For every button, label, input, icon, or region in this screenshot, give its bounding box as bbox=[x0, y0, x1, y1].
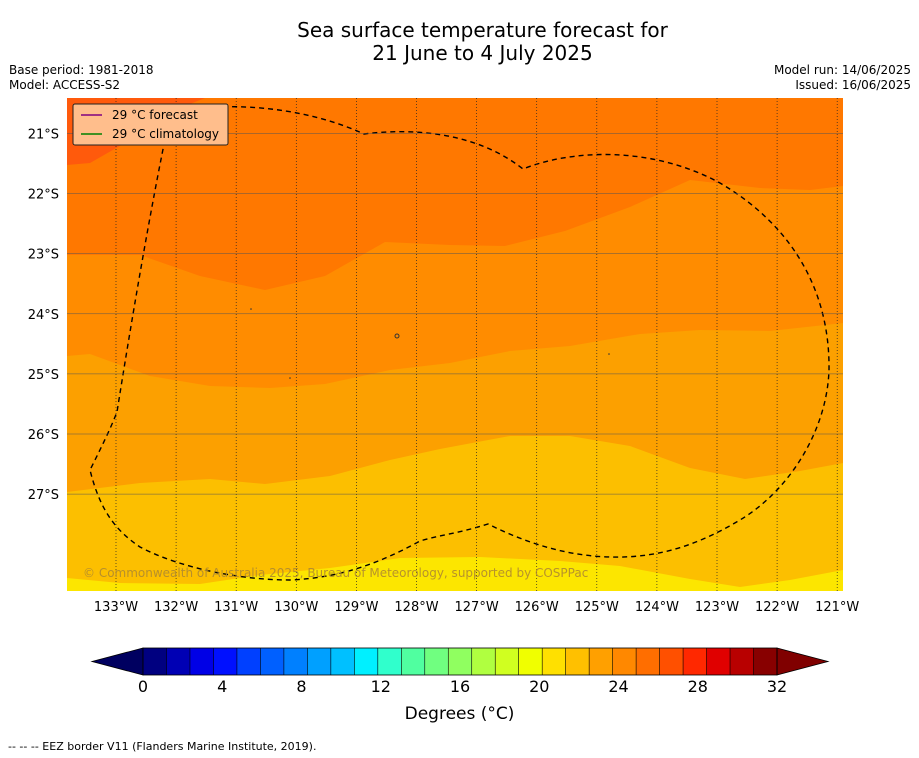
longitude-label: 125°W bbox=[575, 600, 619, 615]
colorbar-segment bbox=[213, 648, 238, 675]
colorbar-segment bbox=[612, 648, 637, 675]
colorbar-segment bbox=[424, 648, 449, 675]
run-info: Model run: 14/06/2025 Issued: 16/06/2025 bbox=[774, 63, 911, 93]
title-line-1: Sea surface temperature forecast for bbox=[297, 18, 668, 42]
latitude-labels: 21°S 22°S 23°S 24°S 25°S 26°S 27°S bbox=[28, 128, 59, 504]
colorbar-tick-label: 20 bbox=[529, 677, 549, 696]
colorbar-under-arrow bbox=[90, 647, 144, 676]
longitude-label: 126°W bbox=[515, 600, 559, 615]
colorbar-segment bbox=[260, 648, 285, 675]
latitude-label: 27°S bbox=[28, 488, 59, 503]
longitude-label: 124°W bbox=[635, 600, 679, 615]
colorbar-tick-label: 0 bbox=[138, 677, 148, 696]
colorbar-segment bbox=[659, 648, 684, 675]
longitude-label: 127°W bbox=[455, 600, 499, 615]
colorbar-segment bbox=[518, 648, 543, 675]
graticule bbox=[67, 98, 843, 591]
chart-title: Sea surface temperature forecast for 21 … bbox=[0, 19, 919, 65]
colorbar-label: Degrees (°C) bbox=[404, 704, 515, 724]
latitude-label: 26°S bbox=[28, 428, 59, 443]
colorbar-over-arrow bbox=[776, 647, 830, 676]
colorbar-tick-label: 28 bbox=[688, 677, 708, 696]
model-info: Base period: 1981-2018 Model: ACCESS-S2 bbox=[9, 63, 154, 93]
island bbox=[394, 333, 400, 339]
colorbar-tick-label: 12 bbox=[371, 677, 391, 696]
longitude-labels: 133°W 132°W 131°W 130°W 129°W 128°W 127°W 126°W… bbox=[94, 600, 860, 615]
island bbox=[608, 353, 610, 355]
colorbar-tick-label: 32 bbox=[767, 677, 787, 696]
legend-climatology-label: 29 °C climatology bbox=[112, 127, 219, 141]
longitude-label: 121°W bbox=[815, 600, 859, 615]
issued-date: Issued: 16/06/2025 bbox=[795, 78, 911, 92]
island bbox=[250, 308, 252, 310]
title-line-2: 21 June to 4 July 2025 bbox=[372, 41, 593, 65]
sst-map bbox=[67, 98, 843, 591]
legend: 29 °C forecast 29 °C climatology bbox=[72, 103, 229, 146]
copyright-text: © Commonwealth of Australia 2025, Bureau… bbox=[83, 566, 588, 580]
legend-forecast-label: 29 °C forecast bbox=[112, 108, 198, 122]
colorbar-segment bbox=[706, 648, 731, 675]
colorbar-tick-label: 4 bbox=[217, 677, 227, 696]
colorbar-tick-label: 8 bbox=[296, 677, 306, 696]
band-orange-dark bbox=[67, 98, 843, 290]
longitude-label: 130°W bbox=[274, 600, 318, 615]
colorbar-tick-label: 24 bbox=[608, 677, 628, 696]
colorbar-segment bbox=[636, 648, 661, 675]
colorbar bbox=[90, 647, 830, 676]
longitude-label: 122°W bbox=[755, 600, 799, 615]
colorbar-segment bbox=[166, 648, 191, 675]
colorbar-segment bbox=[589, 648, 614, 675]
colorbar-segment bbox=[448, 648, 473, 675]
base-period: Base period: 1981-2018 bbox=[9, 63, 154, 77]
colorbar-segment bbox=[307, 648, 332, 675]
model-run: Model run: 14/06/2025 bbox=[773, 63, 911, 77]
footnote: -- -- -- EEZ border V11 (Flanders Marine… bbox=[8, 740, 317, 753]
latitude-label: 22°S bbox=[28, 188, 59, 203]
colorbar-tick-label: 16 bbox=[450, 677, 470, 696]
colorbar-segment bbox=[189, 648, 214, 675]
colorbar-segment bbox=[753, 648, 778, 675]
colorbar-segment bbox=[354, 648, 379, 675]
eez-border bbox=[89, 106, 830, 581]
colorbar-segment bbox=[471, 648, 496, 675]
colorbar-segment bbox=[236, 648, 261, 675]
colorbar-segment bbox=[283, 648, 308, 675]
colorbar-segment bbox=[330, 648, 355, 675]
latitude-label: 21°S bbox=[28, 128, 59, 143]
island bbox=[289, 377, 291, 379]
colorbar-ticks: 0 4 8 12 16 20 24 28 32 bbox=[138, 677, 787, 696]
colorbar-segment bbox=[542, 648, 567, 675]
legend-box bbox=[72, 103, 229, 146]
longitude-label: 131°W bbox=[214, 600, 258, 615]
colorbar-segment bbox=[143, 648, 167, 675]
longitude-label: 129°W bbox=[334, 600, 378, 615]
colorbar-segment bbox=[730, 648, 755, 675]
model-name: Model: ACCESS-S2 bbox=[9, 78, 121, 92]
colorbar-segment bbox=[377, 648, 402, 675]
colorbar-segment bbox=[401, 648, 426, 675]
latitude-label: 25°S bbox=[28, 368, 59, 383]
colorbar-segment bbox=[565, 648, 590, 675]
longitude-label: 133°W bbox=[94, 600, 138, 615]
colorbar-segment bbox=[495, 648, 520, 675]
latitude-label: 24°S bbox=[28, 308, 59, 323]
longitude-label: 123°W bbox=[695, 600, 739, 615]
colorbar-segment bbox=[683, 648, 708, 675]
longitude-label: 132°W bbox=[154, 600, 198, 615]
latitude-label: 23°S bbox=[28, 248, 59, 263]
longitude-label: 128°W bbox=[394, 600, 438, 615]
